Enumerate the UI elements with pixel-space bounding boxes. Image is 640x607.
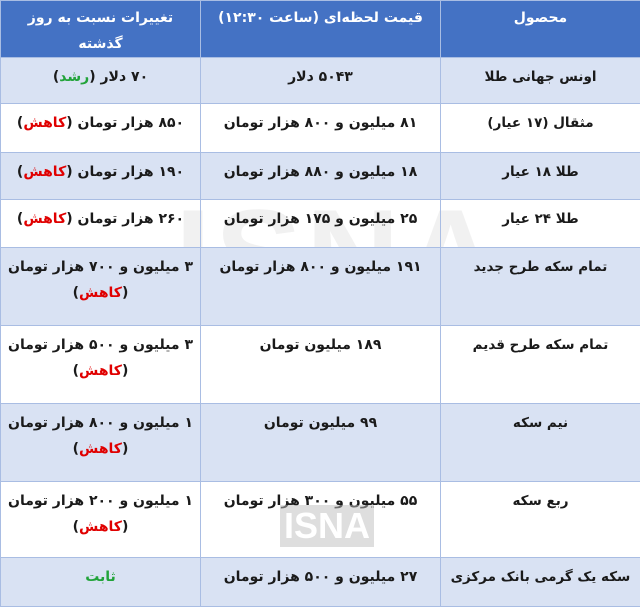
product-cell: نیم سکه xyxy=(441,404,640,482)
product-cell: ربع سکه xyxy=(441,482,640,558)
product-cell: مثقال (۱۷ عیار) xyxy=(441,104,640,153)
change-cell: ۱ میلیون و ۸۰۰ هزار تومان(کاهش) xyxy=(1,404,201,482)
price-cell: ۱۸۹ میلیون تومان xyxy=(201,326,441,404)
change-amount: ۸۵۰ هزار تومان xyxy=(78,115,185,131)
change-amount: ۲۶۰ هزار تومان xyxy=(78,211,185,227)
change-amount: ۱ میلیون و ۲۰۰ هزار تومان xyxy=(8,493,193,509)
change-cell: ۱ میلیون و ۲۰۰ هزار تومان(کاهش) xyxy=(1,482,201,558)
change-amount: ۳ میلیون و ۵۰۰ هزار تومان xyxy=(8,337,193,353)
change-amount: ۷۰ دلار xyxy=(100,69,148,85)
price-cell: ۵۰۴۳ دلار xyxy=(201,58,441,104)
change-cell: ۲۶۰ هزار تومان (کاهش) xyxy=(1,200,201,248)
price-cell: ۲۷ میلیون و ۵۰۰ هزار تومان xyxy=(201,558,441,607)
price-cell: ۹۹ میلیون تومان xyxy=(201,404,441,482)
header-change: تغییرات نسبت به روز گذشته xyxy=(1,1,201,58)
table-header-row: محصول قیمت لحظه‌ای (ساعت ۱۲:۳۰) تغییرات … xyxy=(1,1,640,58)
change-cell: ۳ میلیون و ۵۰۰ هزار تومان(کاهش) xyxy=(1,326,201,404)
change-cell: ۳ میلیون و ۷۰۰ هزار تومان(کاهش) xyxy=(1,248,201,326)
change-amount: ۳ میلیون و ۷۰۰ هزار تومان xyxy=(8,259,193,275)
change-status: کاهش xyxy=(23,164,66,180)
product-cell: تمام سکه طرح جدید xyxy=(441,248,640,326)
table-row: مثقال (۱۷ عیار)۸۱ میلیون و ۸۰۰ هزار توما… xyxy=(1,104,640,153)
price-cell: ۱۹۱ میلیون و ۸۰۰ هزار تومان xyxy=(201,248,441,326)
header-price: قیمت لحظه‌ای (ساعت ۱۲:۳۰) xyxy=(201,1,441,58)
change-status: کاهش xyxy=(79,285,122,301)
change-status: ثابت xyxy=(85,569,116,585)
product-cell: طلا ۲۴ عیار xyxy=(441,200,640,248)
product-cell: طلا ۱۸ عیار xyxy=(441,153,640,200)
change-status: کاهش xyxy=(79,363,122,379)
product-cell: تمام سکه طرح قدیم xyxy=(441,326,640,404)
change-cell: ۷۰ دلار (رشد) xyxy=(1,58,201,104)
price-cell: ۱۸ میلیون و ۸۸۰ هزار تومان xyxy=(201,153,441,200)
price-cell: ۵۵ میلیون و ۳۰۰ هزار تومان xyxy=(201,482,441,558)
change-cell: ۱۹۰ هزار تومان (کاهش) xyxy=(1,153,201,200)
change-status: کاهش xyxy=(79,519,122,535)
change-amount: ۱۹۰ هزار تومان xyxy=(78,164,185,180)
change-status: کاهش xyxy=(23,115,66,131)
change-status: کاهش xyxy=(79,441,122,457)
change-cell: ۸۵۰ هزار تومان (کاهش) xyxy=(1,104,201,153)
product-cell: اونس جهانی طلا xyxy=(441,58,640,104)
price-cell: ۲۵ میلیون و ۱۷۵ هزار تومان xyxy=(201,200,441,248)
header-product: محصول xyxy=(441,1,640,58)
price-cell: ۸۱ میلیون و ۸۰۰ هزار تومان xyxy=(201,104,441,153)
change-cell: ثابت xyxy=(1,558,201,607)
product-cell: سکه یک گرمی بانک مرکزی xyxy=(441,558,640,607)
change-status: رشد xyxy=(59,69,89,85)
change-status: کاهش xyxy=(23,211,66,227)
change-amount: ۱ میلیون و ۸۰۰ هزار تومان xyxy=(8,415,193,431)
